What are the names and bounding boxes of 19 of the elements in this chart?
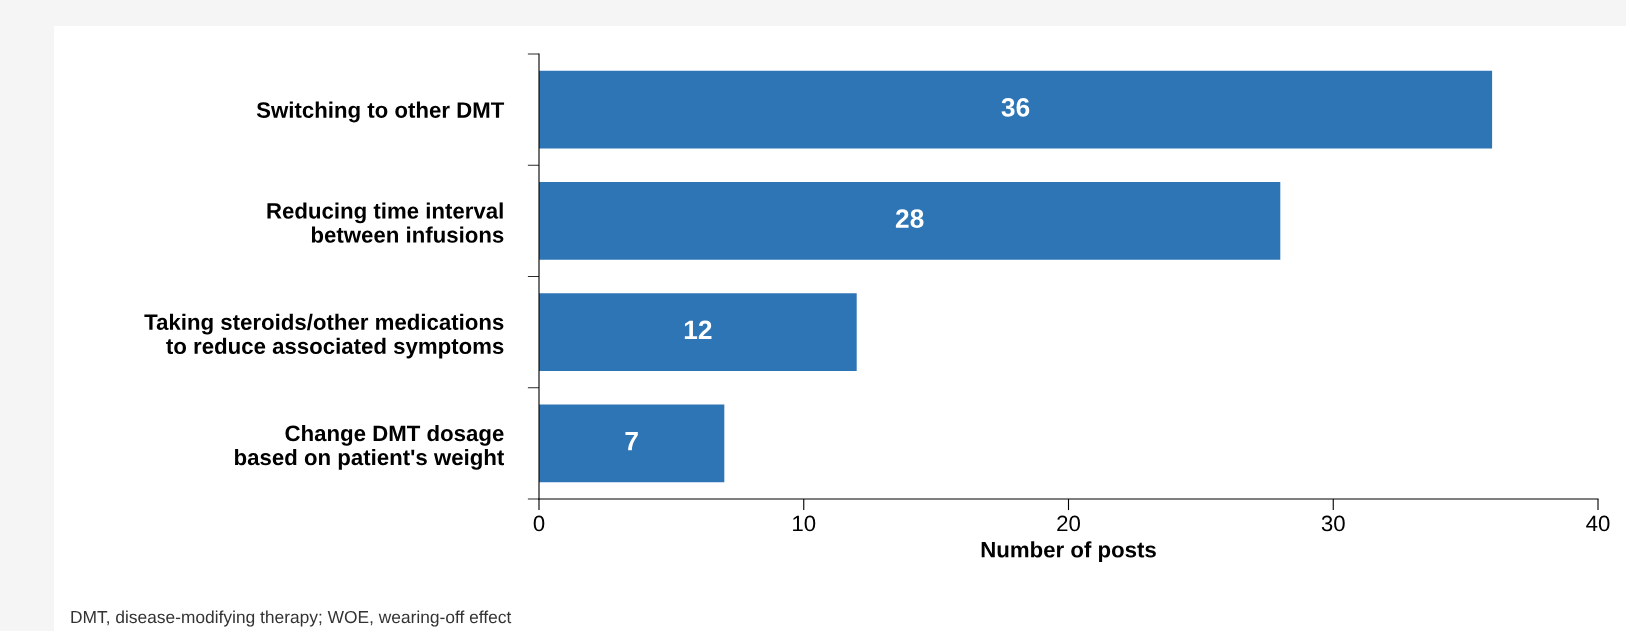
y-tick-label: Reducing time interval between infusions [267,202,504,243]
x-tick-label: 0 [533,515,545,532]
y-tick-label: Taking steroids/other medications to reduce associated symptoms [144,313,504,359]
data-label: 7 [625,432,638,451]
bar [539,70,1493,149]
data-label: 36 [1001,98,1030,117]
text: DMT, disease-modifying therapy; WOE, wearing-off effect [71,610,512,627]
bar [539,293,857,372]
x-axis-title: Number of posts [981,541,1156,562]
y-tick-label: Switching to other DMT [256,101,505,123]
bar [539,404,725,483]
y-tick-label: Change DMT dosage based on patient's weight [235,424,505,470]
x-tick-label: 40 [1586,515,1610,532]
data-label: 28 [895,209,924,228]
bar [539,181,1281,260]
x-tick-label: 30 [1321,515,1345,532]
x-tick-label: 20 [1057,515,1080,532]
data-label: 12 [684,320,712,339]
x-tick-label: 10 [793,515,816,532]
